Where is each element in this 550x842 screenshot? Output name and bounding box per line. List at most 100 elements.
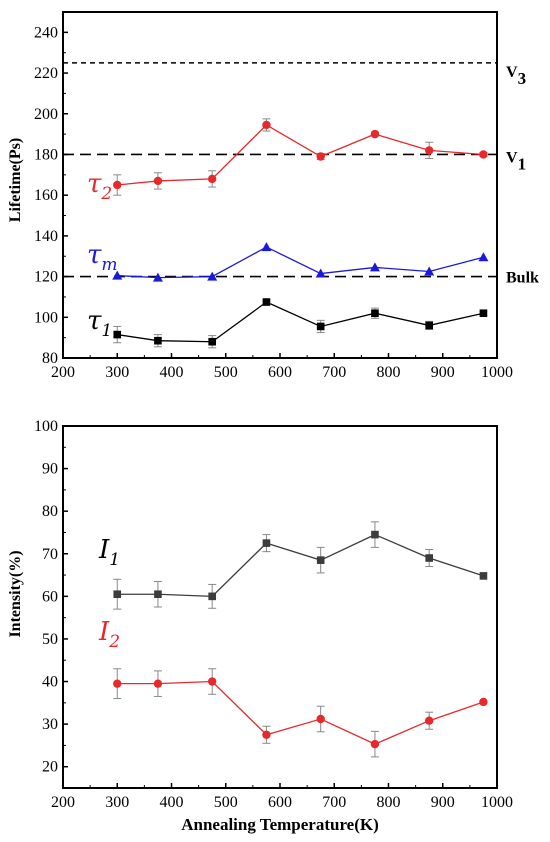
reference-label-v1: V1	[506, 149, 526, 173]
data-point	[371, 530, 379, 539]
top-y-tick-label: 220	[34, 65, 58, 82]
top-x-tick-label: 700	[322, 364, 346, 381]
top-x-tick-label: 500	[214, 364, 238, 381]
bottom-y-tick-label: 100	[34, 418, 58, 435]
data-point	[315, 268, 326, 278]
data-point	[113, 679, 122, 688]
data-point	[425, 321, 433, 330]
series-τm	[112, 242, 489, 282]
data-point	[316, 714, 325, 724]
data-point	[424, 716, 434, 725]
bottom-x-tick-label: 400	[160, 794, 184, 811]
data-point	[371, 309, 379, 318]
top-x-tick-label: 200	[51, 364, 75, 381]
data-point	[207, 271, 218, 281]
data-point	[478, 252, 489, 262]
data-point	[479, 309, 488, 318]
data-point	[113, 180, 122, 190]
bottom-y-tick-label: 30	[42, 716, 58, 733]
top-y-tick-label: 100	[34, 309, 58, 326]
series-line-τ2	[117, 124, 484, 186]
data-point	[153, 176, 163, 186]
data-point	[262, 730, 271, 739]
series-label-i1-sub: 1	[109, 550, 120, 570]
bottom-x-tick-label: 800	[377, 794, 401, 811]
series-label-tau1-main: τ	[87, 306, 102, 336]
data-point	[424, 266, 435, 276]
series-line-τ1	[117, 301, 484, 343]
data-point	[262, 539, 271, 547]
bottom-x-tick-label: 900	[431, 794, 455, 811]
top-y-tick-label: 240	[34, 24, 58, 41]
top-x-tick-label: 400	[160, 364, 184, 381]
data-point	[208, 592, 216, 601]
data-point	[479, 572, 488, 580]
series-line-τm	[117, 246, 484, 279]
series-label-i2-main: I	[98, 617, 110, 647]
top-plot-frame	[62, 11, 498, 359]
data-point	[370, 129, 380, 139]
series-τ1	[113, 298, 488, 349]
data-point	[425, 554, 433, 562]
bottom-y-tick-label: 90	[42, 461, 58, 478]
data-point	[208, 337, 216, 346]
bottom-x-tick-label: 600	[268, 794, 292, 811]
data-point	[261, 242, 272, 252]
series-I2	[113, 668, 488, 758]
top-y-tick-label: 180	[34, 146, 58, 163]
data-point	[154, 590, 162, 599]
reference-label-v3-sub: 3	[518, 69, 527, 88]
data-point	[479, 150, 488, 159]
data-point	[112, 270, 123, 280]
data-point	[113, 590, 122, 599]
data-point	[262, 120, 271, 130]
data-point	[316, 322, 325, 331]
bottom-x-tick-label: 1000	[481, 794, 513, 811]
data-point	[262, 298, 271, 306]
series-label-taum-sub: m	[101, 255, 117, 275]
series-τ2	[113, 118, 488, 196]
series-line-I1	[117, 533, 484, 598]
data-point	[207, 677, 217, 686]
bottom-x-tick-label: 500	[214, 794, 238, 811]
top-y-axis-label: Lifetime(Ps)	[7, 138, 24, 222]
series-label-i1: I1	[98, 535, 120, 570]
data-point	[207, 174, 217, 184]
data-point	[369, 262, 380, 272]
data-point	[153, 679, 163, 688]
top-y-tick-label: 140	[34, 228, 58, 245]
series-label-tau1-sub: 1	[101, 321, 112, 341]
data-point	[370, 739, 380, 749]
bottom-y-tick-label: 80	[42, 503, 58, 520]
top-x-tick-label: 600	[268, 364, 292, 381]
bottom-y-tick-label: 50	[42, 631, 58, 648]
reference-label-v1-main: V	[506, 149, 518, 166]
top-x-tick-label: 800	[377, 364, 401, 381]
series-label-i2-sub: 2	[108, 632, 120, 652]
top-y-tick-label: 200	[34, 106, 58, 123]
bottom-y-tick-label: 40	[42, 674, 58, 691]
bottom-x-tick-label: 700	[322, 794, 346, 811]
bottom-plot-frame	[62, 425, 498, 789]
series-label-tau2-sub: 2	[100, 184, 112, 204]
top-x-tick-label: 900	[431, 364, 455, 381]
series-label-tau2: τ2	[87, 169, 112, 204]
intensity-panel: Intensity(%) Annealing Temperature(K) 20…	[7, 418, 513, 834]
data-point	[316, 152, 325, 161]
data-point	[316, 556, 325, 564]
reference-label-bulk: Bulk	[506, 270, 539, 287]
data-point	[152, 272, 163, 282]
data-point	[113, 330, 122, 339]
bottom-x-tick-label: 200	[51, 794, 75, 811]
reference-label-v3: V3	[506, 64, 526, 88]
series-label-i2: I2	[98, 617, 120, 652]
bottom-x-tick-label: 300	[105, 794, 129, 811]
bottom-y-axis-label: Intensity(%)	[7, 550, 24, 637]
top-x-tick-label: 1000	[481, 364, 513, 381]
top-x-tick-label: 300	[105, 364, 129, 381]
bottom-y-tick-label: 70	[42, 546, 58, 563]
reference-label-v3-main: V	[506, 64, 518, 81]
top-y-tick-label: 160	[34, 187, 58, 204]
bottom-y-tick-label: 60	[42, 588, 58, 605]
